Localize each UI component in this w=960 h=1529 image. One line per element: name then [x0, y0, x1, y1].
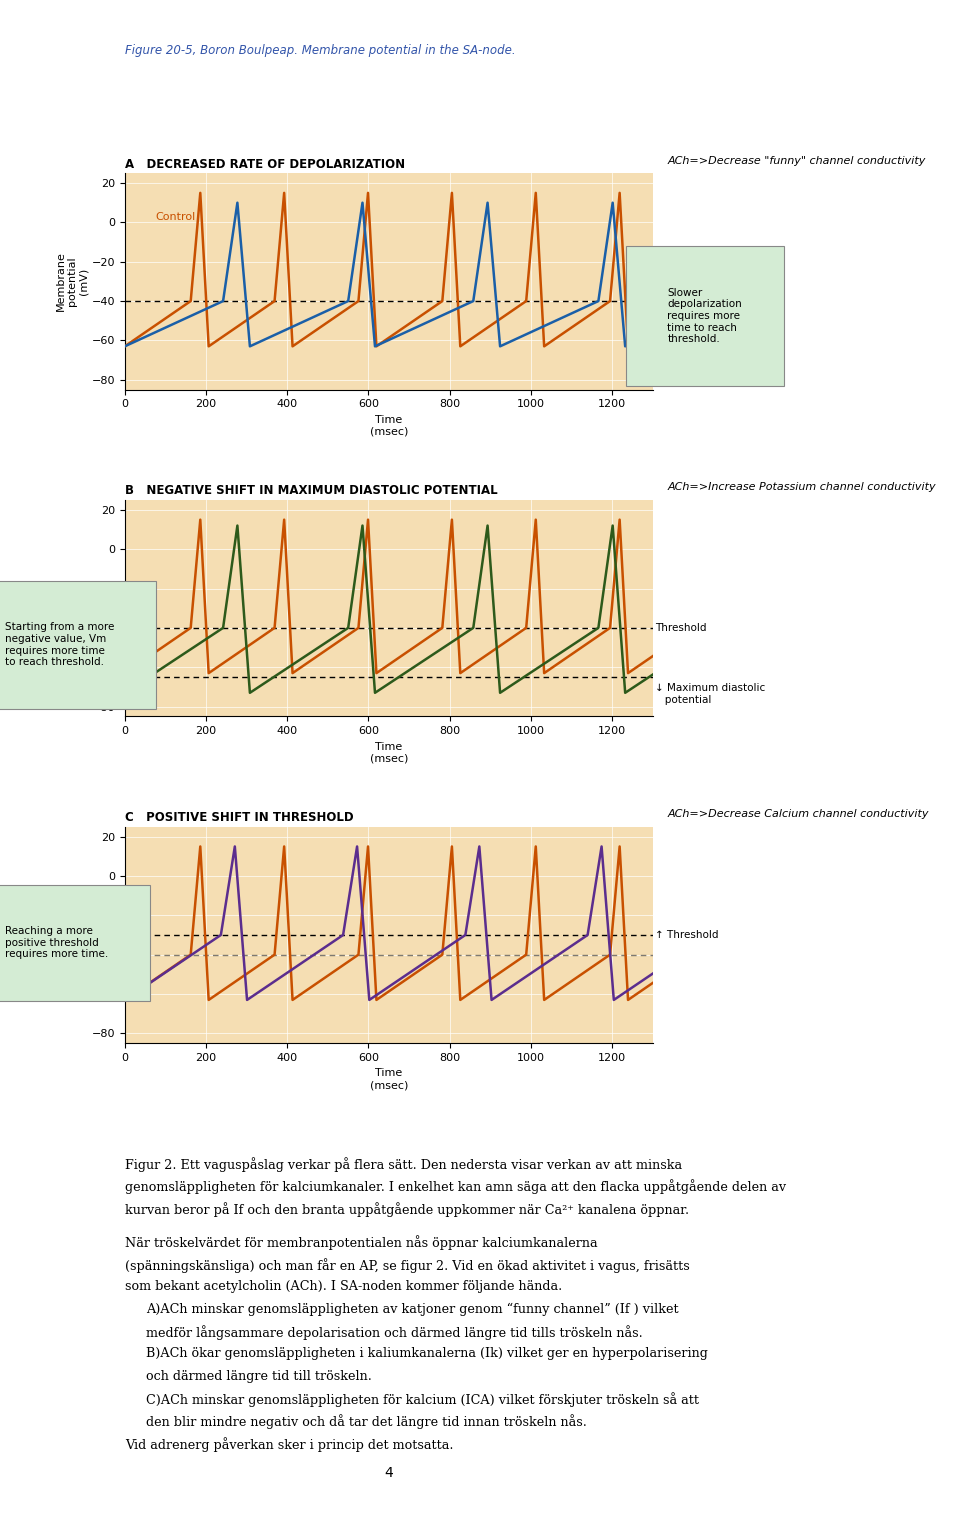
Text: Vid adrenerg påverkan sker i princip det motsatta.: Vid adrenerg påverkan sker i princip det…	[125, 1437, 453, 1453]
Text: ACh=>Decrease Calcium channel conductivity: ACh=>Decrease Calcium channel conductivi…	[667, 809, 928, 820]
Text: Starting from a more
negative value, Vm
requires more time
to reach threshold.: Starting from a more negative value, Vm …	[5, 622, 114, 667]
Text: C)ACh minskar genomsläppligheten för kalcium (ICA) vilket förskjuter tröskeln så: C)ACh minskar genomsläppligheten för kal…	[146, 1393, 699, 1407]
Text: A   DECREASED RATE OF DEPOLARIZATION: A DECREASED RATE OF DEPOLARIZATION	[125, 157, 405, 171]
Text: B)ACh ökar genomsläppligheten i kaliumkanalerna (Ik) vilket ger en hyperpolarise: B)ACh ökar genomsläppligheten i kaliumka…	[146, 1347, 708, 1361]
Text: Threshold: Threshold	[655, 297, 707, 306]
Text: medför långsammare depolarisation och därmed längre tid tills tröskeln nås.: medför långsammare depolarisation och dä…	[146, 1326, 642, 1339]
Y-axis label: Membrane
potential
(mV): Membrane potential (mV)	[56, 251, 89, 312]
Text: Reaching a more
positive threshold
requires more time.: Reaching a more positive threshold requi…	[5, 927, 108, 959]
X-axis label: Time
(msec): Time (msec)	[370, 742, 408, 763]
Text: Threshold: Threshold	[655, 622, 707, 633]
Text: ↑ Threshold: ↑ Threshold	[655, 930, 718, 940]
Text: 4: 4	[384, 1466, 394, 1480]
Text: Figure 20-5, Boron Boulpeap. Membrane potential in the SA-node.: Figure 20-5, Boron Boulpeap. Membrane po…	[125, 44, 516, 57]
Text: ACh=>Increase Potassium channel conductivity: ACh=>Increase Potassium channel conducti…	[667, 482, 936, 492]
X-axis label: Time
(msec): Time (msec)	[370, 414, 408, 436]
Text: som bekant acetylcholin (ACh). I SA-noden kommer följande hända.: som bekant acetylcholin (ACh). I SA-node…	[125, 1280, 562, 1294]
Text: (spänningskänsliga) och man får en AP, se figur 2. Vid en ökad aktivitet i vagus: (spänningskänsliga) och man får en AP, s…	[125, 1258, 689, 1272]
Text: och därmed längre tid till tröskeln.: och därmed längre tid till tröskeln.	[146, 1370, 372, 1382]
Text: Control: Control	[156, 213, 196, 222]
Text: B   NEGATIVE SHIFT IN MAXIMUM DIASTOLIC POTENTIAL: B NEGATIVE SHIFT IN MAXIMUM DIASTOLIC PO…	[125, 485, 497, 497]
Text: kurvan beror på If och den branta uppåtgående uppkommer när Ca²⁺ kanalena öppnar: kurvan beror på If och den branta uppåtg…	[125, 1202, 689, 1217]
Text: A)ACh minskar genomsläppligheten av katjoner genom “funny channel” (If ) vilket: A)ACh minskar genomsläppligheten av katj…	[146, 1303, 679, 1316]
Text: Slower
depolarization
requires more
time to reach
threshold.: Slower depolarization requires more time…	[667, 287, 742, 344]
Text: Figur 2. Ett vaguspåslag verkar på flera sätt. Den nedersta visar verkan av att : Figur 2. Ett vaguspåslag verkar på flera…	[125, 1157, 682, 1171]
Text: genomsläppligheten för kalciumkanaler. I enkelhet kan amn säga att den flacka up: genomsläppligheten för kalciumkanaler. I…	[125, 1179, 786, 1194]
Text: C   POSITIVE SHIFT IN THRESHOLD: C POSITIVE SHIFT IN THRESHOLD	[125, 812, 353, 824]
Y-axis label: Membrane
potential
(mV): Membrane potential (mV)	[56, 905, 89, 965]
Y-axis label: Membrane
potential
(mV): Membrane potential (mV)	[56, 578, 89, 638]
Text: ACh=>Decrease "funny" channel conductivity: ACh=>Decrease "funny" channel conductivi…	[667, 156, 925, 165]
Text: den blir mindre negativ och då tar det längre tid innan tröskeln nås.: den blir mindre negativ och då tar det l…	[146, 1414, 587, 1430]
X-axis label: Time
(msec): Time (msec)	[370, 1069, 408, 1090]
Text: ↓ Maximum diastolic
   potential: ↓ Maximum diastolic potential	[655, 683, 765, 705]
Text: När tröskelvärdet för membranpotentialen nås öppnar kalciumkanalerna: När tröskelvärdet för membranpotentialen…	[125, 1235, 597, 1251]
